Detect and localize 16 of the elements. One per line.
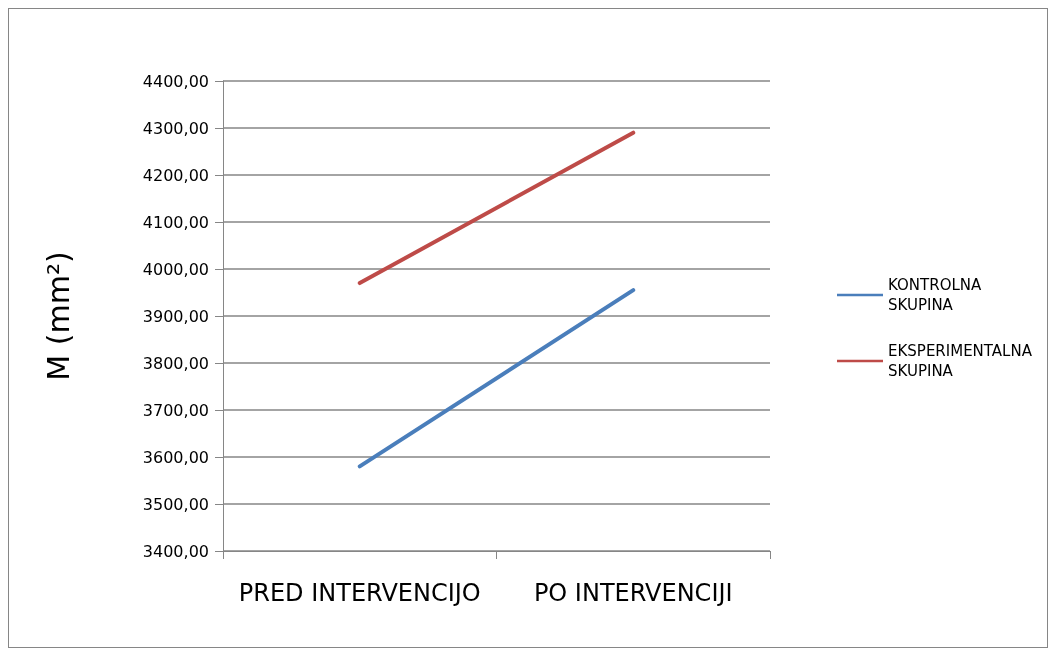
y-tick-label: 3500,00 [142, 494, 209, 514]
y-tick-label: 3600,00 [142, 447, 209, 467]
y-tick-label: 4200,00 [142, 165, 209, 185]
y-tick-label: 4000,00 [142, 259, 209, 279]
y-axis-title: M (mm²) [40, 251, 76, 381]
y-tick-label: 3400,00 [142, 541, 209, 561]
legend-label: EKSPERIMENTALNA SKUPINA [888, 342, 1037, 380]
y-tick-label: 3700,00 [142, 400, 209, 420]
y-tick-label: 3900,00 [142, 306, 209, 326]
y-tick-label: 4400,00 [142, 71, 209, 91]
y-tick-label: 3800,00 [142, 353, 209, 373]
legend-label: KONTROLNA SKUPINA [888, 276, 987, 314]
x-tick-label: PO INTERVENCIJI [533, 579, 733, 607]
y-tick-label: 4300,00 [142, 118, 209, 138]
y-tick-label: 4100,00 [142, 212, 209, 232]
x-tick-label: PRED INTERVENCIJO [238, 579, 481, 607]
